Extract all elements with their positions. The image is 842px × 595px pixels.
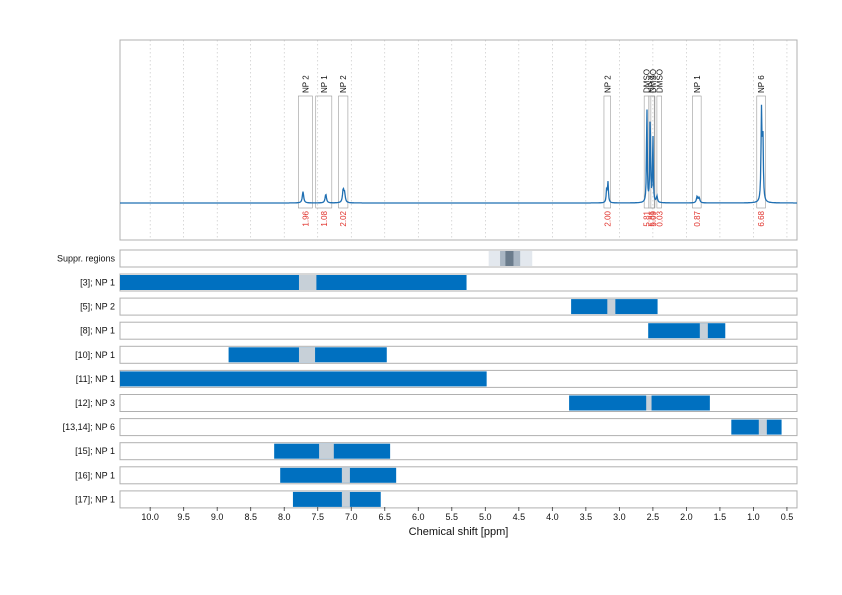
integral-value: 0.03	[655, 210, 664, 226]
x-tick-label: 4.0	[546, 512, 559, 522]
x-axis: 10.0 9.5 9.0 8.5 8.0 7.5 7.0 6.5 6.0 5.5 5.0 4.5 4.0…	[141, 507, 793, 522]
integral-value: 6.68	[757, 210, 766, 226]
peak-region-box	[315, 95, 333, 209]
peak-label: NP 1	[693, 75, 702, 93]
spectrum-trace	[120, 104, 797, 204]
x-tick-label: 0.5	[781, 512, 794, 522]
spectrum-frame	[119, 39, 798, 241]
grid-lines	[149, 40, 788, 240]
peak-region-box	[756, 95, 766, 209]
x-tick-label: 8.5	[244, 512, 257, 522]
peak-region-box	[338, 95, 349, 209]
peak-label: NP 6	[757, 75, 766, 93]
peak-label: NP 3	[648, 75, 657, 93]
integral-value: 0.87	[693, 210, 702, 226]
x-tick-label: 1.5	[714, 512, 727, 522]
range-marker	[341, 491, 350, 507]
suppr-inner-band	[505, 251, 514, 266]
row-frame	[119, 442, 798, 461]
x-tick-label: 7.0	[345, 512, 358, 522]
peak-region-box	[656, 95, 662, 209]
x-tick-label: 2.0	[680, 512, 693, 522]
integral-value: 5.81	[648, 210, 657, 226]
x-tick-label: 4.5	[513, 512, 526, 522]
peak-label: NP 2	[339, 75, 348, 93]
row-frame	[119, 418, 798, 437]
row-label: [16]; NP 1	[75, 470, 115, 480]
peak-label: NP 2	[603, 75, 612, 93]
x-tick-label: 6.0	[412, 512, 425, 522]
peak-region-box	[603, 95, 611, 209]
peak-label: DMSO	[655, 69, 664, 93]
peak-label: DMSO	[649, 69, 658, 93]
range-bar	[648, 323, 726, 339]
peak-region-box	[297, 95, 313, 209]
row-label: [8]; NP 1	[80, 326, 115, 336]
spectrum-panel: NP 2 1.96 NP 1 1.08 NP 2 2.02 NP 2 2.00 DMSO 5.81…	[119, 39, 798, 241]
range-marker	[298, 347, 316, 363]
range-marker	[298, 275, 317, 290]
row-frame	[119, 297, 798, 316]
row-frame	[119, 490, 798, 509]
x-tick-label: 10.0	[141, 512, 159, 522]
range-rows: Suppr. regions [3]; NP 1 [5]; NP 2 [8]; NP …	[57, 249, 798, 509]
x-tick-label: 3.5	[580, 512, 593, 522]
x-axis-label: Chemical shift [ppm]	[409, 526, 509, 538]
range-bar	[280, 467, 397, 483]
integral-value: 5.81	[643, 210, 652, 226]
row-label: [10]; NP 1	[75, 350, 115, 360]
x-tick-label: 5.0	[479, 512, 492, 522]
x-tick-label: 9.0	[211, 512, 224, 522]
x-tick-label: 2.5	[647, 512, 660, 522]
row-label: [15]; NP 1	[75, 446, 115, 456]
integral-value: 2.00	[603, 210, 612, 226]
x-tick-label: 9.5	[177, 512, 190, 522]
row-frame	[119, 321, 798, 340]
row-label: [3]; NP 1	[80, 278, 115, 288]
row-label: [17]; NP 1	[75, 494, 115, 504]
row-label: [5]; NP 2	[80, 302, 115, 312]
range-marker	[319, 443, 334, 459]
range-marker	[646, 395, 652, 411]
x-tick-label: 7.5	[311, 512, 324, 522]
integral-value: 5.09	[649, 210, 658, 226]
range-bar	[731, 419, 782, 435]
row-label: [13,14]; NP 6	[63, 422, 115, 432]
x-tick-label: 5.5	[446, 512, 459, 522]
row-label: [12]; NP 3	[75, 398, 115, 408]
x-tick-label: 1.0	[747, 512, 760, 522]
range-bar	[120, 371, 487, 387]
range-marker	[607, 299, 616, 315]
integral-value: 1.96	[301, 210, 310, 226]
peak-region-box	[692, 95, 702, 209]
x-tick-label: 3.0	[613, 512, 626, 522]
integral-value: 1.08	[320, 210, 329, 226]
row-frame	[119, 345, 798, 364]
x-tick-label: 8.0	[278, 512, 291, 522]
range-bar	[120, 275, 467, 290]
peak-label: DMSO	[643, 69, 652, 93]
integral-value: 2.02	[339, 210, 348, 226]
row-label: [11]; NP 1	[76, 374, 115, 384]
range-marker	[758, 419, 767, 435]
range-marker	[699, 323, 708, 339]
range-marker	[341, 467, 350, 483]
range-bar	[569, 395, 710, 411]
range-bar	[292, 491, 381, 507]
peak-label: NP 1	[320, 75, 329, 93]
x-tick-label: 6.5	[379, 512, 392, 522]
suppr-row-frame	[119, 249, 798, 268]
row-label: Suppr. regions	[57, 254, 116, 264]
row-frame	[119, 466, 798, 485]
peak-label: NP 2	[301, 75, 310, 93]
